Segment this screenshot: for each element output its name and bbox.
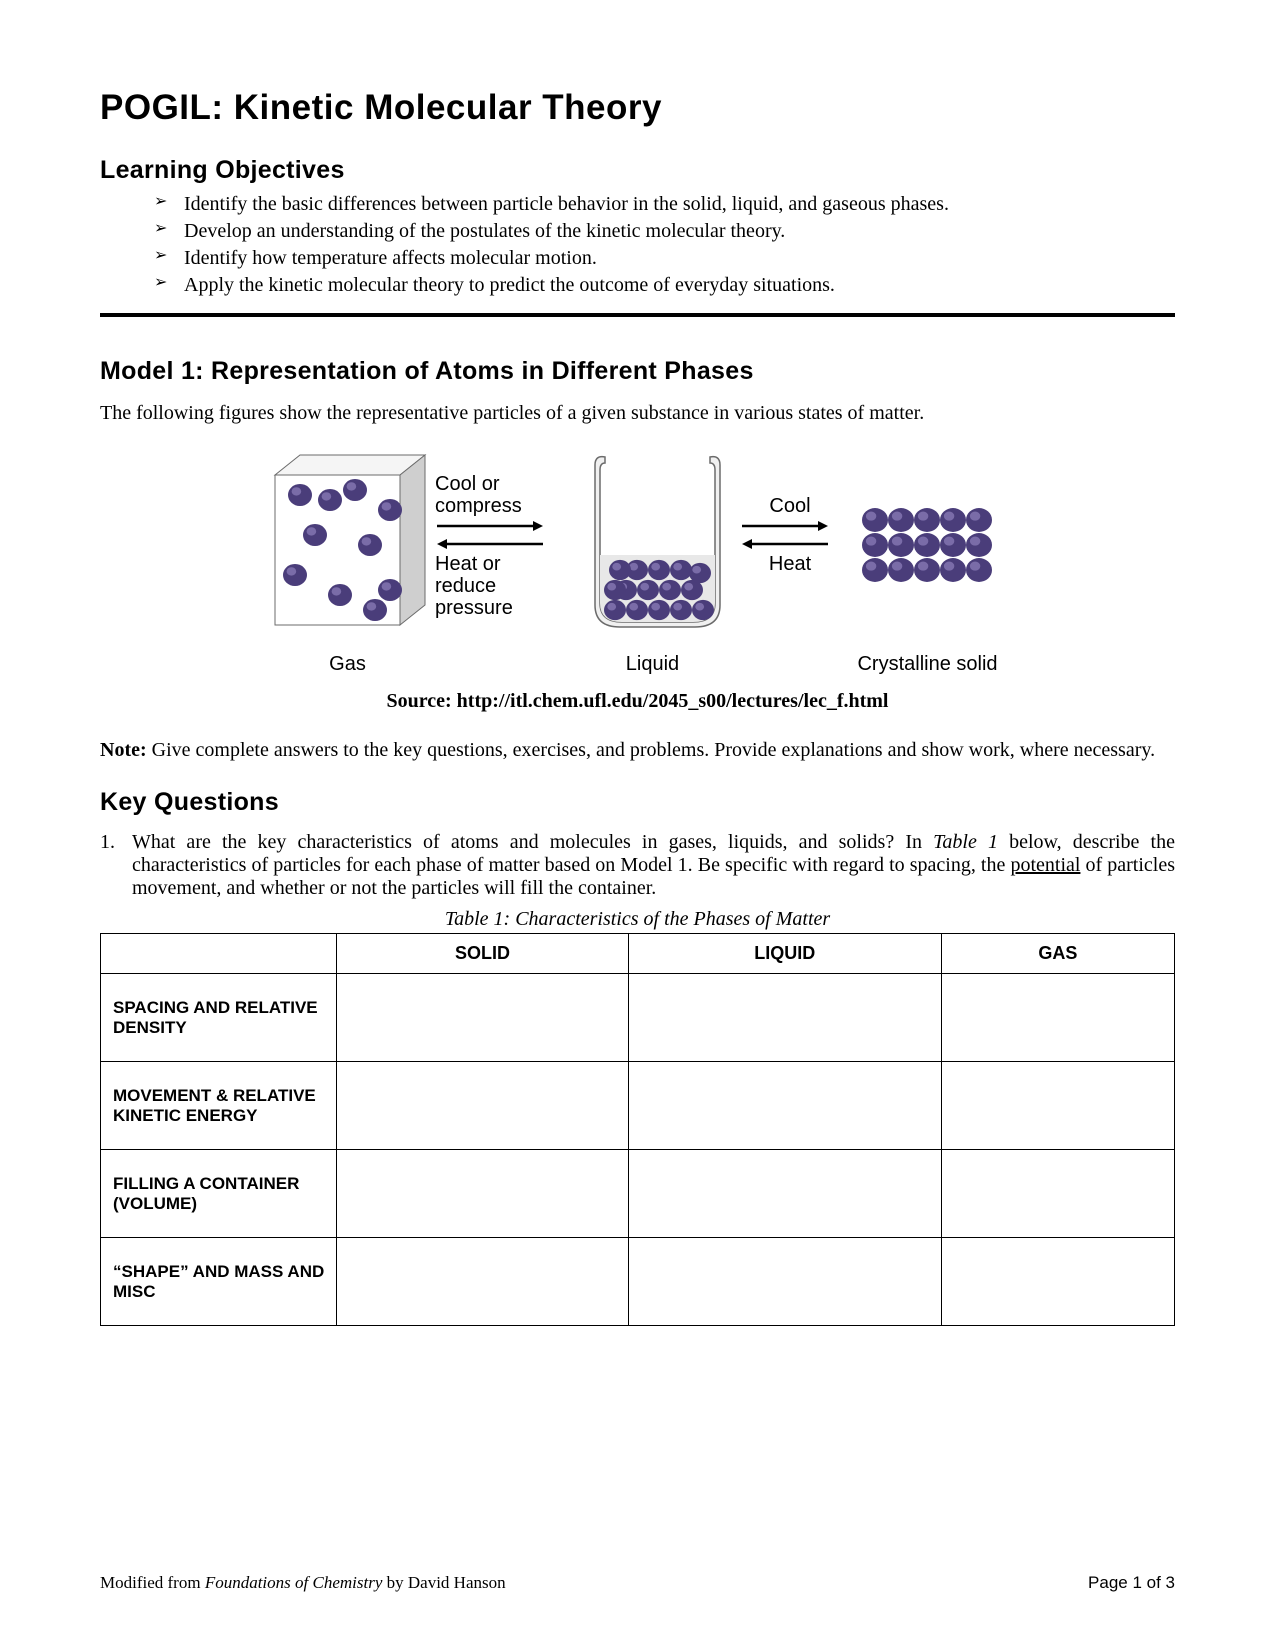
heat-reduce-label: Heat or reduce pressure [435,553,565,619]
bullet-arrow-icon: ➢ [154,218,184,240]
footer-left: Modified from Foundations of Chemistry b… [100,1573,506,1593]
question-1: 1. What are the key characteristics of a… [100,831,1175,900]
objective-item: ➢Identify how temperature affects molecu… [154,245,1175,272]
table-row: “SHAPE” AND MASS AND MISC [101,1238,1175,1326]
cell [337,1238,628,1326]
solid-lattice-icon [840,445,1015,640]
cell [628,1238,941,1326]
note-prefix: Note: [100,739,147,761]
cell [628,1062,941,1150]
table-row: FILLING A CONTAINER (VOLUME) [101,1150,1175,1238]
question-number: 1. [100,831,132,900]
liquid-label: Liquid [565,653,740,676]
page-title: POGIL: Kinetic Molecular Theory [100,88,1175,128]
gas-column: Gas [260,445,435,676]
potential-underline: potential [1010,854,1080,876]
objective-text: Identify the basic differences between p… [184,191,949,218]
cell [628,974,941,1062]
heat-label: Heat [740,553,840,575]
cell [337,974,628,1062]
bullet-arrow-icon: ➢ [154,191,184,213]
cell [628,1150,941,1238]
table-header-solid: SOLID [337,934,628,974]
cell [941,1062,1174,1150]
question-text: What are the key characteristics of atom… [132,831,1175,900]
transition-1: Cool or compress Heat or reduce pressure [435,445,565,619]
bullet-arrow-icon: ➢ [154,245,184,267]
table-header-blank [101,934,337,974]
liquid-beaker-icon [565,445,740,640]
cool-compress-label: Cool or compress [435,473,565,517]
solid-label: Crystalline solid [840,653,1015,676]
footer: Modified from Foundations of Chemistry b… [100,1573,1175,1593]
arrow-left-icon [435,537,545,551]
cool-label: Cool [740,495,840,517]
model1-intro: The following figures show the represent… [100,400,1175,427]
table-header-row: SOLID LIQUID GAS [101,934,1175,974]
objectives-list: ➢Identify the basic differences between … [154,191,1175,299]
arrow-right-icon [435,519,545,533]
bullet-arrow-icon: ➢ [154,272,184,294]
objective-item: ➢Identify the basic differences between … [154,191,1175,218]
footer-right: Page 1 of 3 [1088,1573,1175,1593]
table-header-gas: GAS [941,934,1174,974]
model1-heading: Model 1: Representation of Atoms in Diff… [100,357,1175,386]
key-questions-heading: Key Questions [100,788,1175,817]
row-filling: FILLING A CONTAINER (VOLUME) [101,1150,337,1238]
note-text: Give complete answers to the key questio… [147,739,1155,761]
cell [941,1150,1174,1238]
phases-table: SOLID LIQUID GAS SPACING AND RELATIVE DE… [100,933,1175,1326]
row-shape: “SHAPE” AND MASS AND MISC [101,1238,337,1326]
row-movement: MOVEMENT & RELATIVE KINETIC ENERGY [101,1062,337,1150]
objective-text: Identify how temperature affects molecul… [184,245,597,272]
cell [337,1150,628,1238]
objective-item: ➢Apply the kinetic molecular theory to p… [154,272,1175,299]
gas-box-icon [260,445,435,640]
table-ref: Table 1 [933,831,998,853]
cell [941,1238,1174,1326]
transition-2: Cool Heat [740,445,840,575]
section-divider [100,313,1175,317]
objective-text: Develop an understanding of the postulat… [184,218,785,245]
solid-column: Crystalline solid [840,445,1015,676]
source-line: Source: http://itl.chem.ufl.edu/2045_s00… [100,690,1175,713]
gas-label: Gas [260,653,435,676]
note-line: Note: Give complete answers to the key q… [100,739,1175,762]
table-header-liquid: LIQUID [628,934,941,974]
arrow-right-icon [740,519,830,533]
table-row: SPACING AND RELATIVE DENSITY [101,974,1175,1062]
arrow-left-icon [740,537,830,551]
row-spacing: SPACING AND RELATIVE DENSITY [101,974,337,1062]
cell [337,1062,628,1150]
objective-item: ➢Develop an understanding of the postula… [154,218,1175,245]
table-row: MOVEMENT & RELATIVE KINETIC ENERGY [101,1062,1175,1150]
page: POGIL: Kinetic Molecular Theory Learning… [0,0,1275,1651]
cell [941,974,1174,1062]
liquid-column: Liquid [565,445,740,676]
objective-text: Apply the kinetic molecular theory to pr… [184,272,835,299]
phases-diagram: Gas Cool or compress Heat or reduce pres… [228,445,1048,676]
learning-objectives-heading: Learning Objectives [100,156,1175,185]
table-caption: Table 1: Characteristics of the Phases o… [100,908,1175,931]
